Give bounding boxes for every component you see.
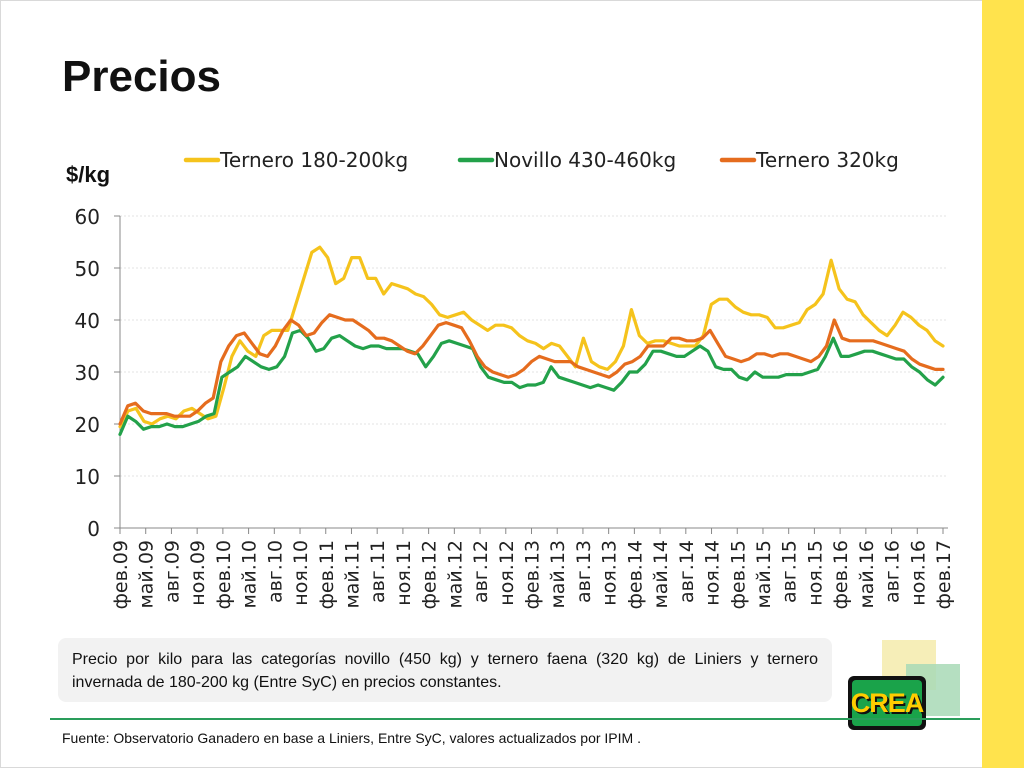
x-tick-label: фев.14 — [624, 540, 646, 609]
x-tick-label: ноя.16 — [907, 540, 929, 606]
footer-separator — [50, 718, 980, 720]
y-tick-label: 60 — [75, 205, 100, 229]
x-tick-label: ноя.09 — [187, 540, 209, 606]
note-box: Precio por kilo para las categorías novi… — [58, 638, 832, 702]
x-tick-label: ноя.11 — [393, 540, 415, 606]
x-tick-label: ноя.12 — [496, 540, 518, 606]
legend-label-1: Ternero 180-200kg — [219, 148, 408, 172]
y-tick-label: 10 — [75, 465, 100, 489]
x-tick-label: авг.14 — [676, 540, 698, 603]
x-tick-label: фев.12 — [419, 540, 441, 609]
x-tick-label: фев.09 — [110, 540, 132, 609]
y-tick-label: 40 — [75, 309, 100, 333]
x-tick-label: авг.16 — [882, 540, 904, 603]
x-tick-label: фев.17 — [933, 540, 955, 609]
x-tick-label: авг.09 — [161, 540, 183, 603]
x-tick-label: авг.10 — [264, 540, 286, 603]
x-tick-label: май.11 — [341, 540, 363, 609]
x-tick-label: фев.15 — [727, 540, 749, 609]
x-tick-label: фев.13 — [522, 540, 544, 609]
x-tick-label: авг.12 — [470, 540, 492, 603]
y-tick-label: 20 — [75, 413, 100, 437]
y-tick-label: 0 — [87, 517, 100, 541]
x-tick-label: фев.11 — [316, 540, 338, 609]
legend-label-3: Ternero 320kg — [755, 148, 899, 172]
x-tick-label: май.10 — [239, 540, 261, 609]
crea-logo-text: CREA — [850, 687, 925, 718]
x-tick-label: май.12 — [444, 540, 466, 609]
x-tick-label: май.15 — [753, 540, 775, 609]
accent-bar — [982, 0, 1024, 768]
legend-label-2: Novillo 430-460kg — [494, 148, 676, 172]
x-tick-label: ноя.14 — [702, 540, 724, 606]
x-tick-label: фев.16 — [830, 540, 852, 609]
x-tick-label: май.16 — [856, 540, 878, 609]
x-tick-label: фев.10 — [213, 540, 235, 609]
x-tick-label: авг.11 — [367, 540, 389, 603]
source-text: Fuente: Observatorio Ganadero en base a … — [62, 730, 641, 746]
x-tick-label: авг.15 — [779, 540, 801, 603]
y-tick-label: 50 — [75, 257, 100, 281]
x-tick-label: авг.13 — [573, 540, 595, 603]
x-tick-label: май.13 — [547, 540, 569, 609]
x-tick-label: май.09 — [136, 540, 158, 609]
x-tick-label: ноя.10 — [290, 540, 312, 606]
y-tick-label: 30 — [75, 361, 100, 385]
x-tick-label: май.14 — [650, 540, 672, 609]
x-tick-label: ноя.13 — [599, 540, 621, 606]
note-text: Precio por kilo para las categorías novi… — [72, 651, 818, 691]
crea-logo: CREA — [848, 676, 926, 730]
series-line-3 — [118, 313, 945, 426]
y-axis-unit: $/kg — [66, 162, 111, 187]
series-line-2 — [118, 328, 945, 436]
series-line-1 — [118, 245, 945, 429]
x-tick-label: ноя.15 — [804, 540, 826, 606]
slide-title: Precios — [62, 52, 221, 101]
